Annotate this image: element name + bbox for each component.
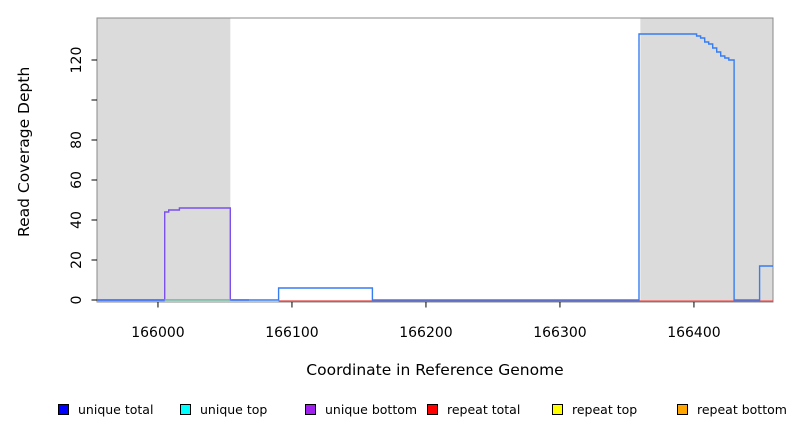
legend-label: repeat bottom — [697, 401, 787, 417]
x-axis-tick-label: 166400 — [667, 325, 720, 341]
legend-swatch-icon — [58, 403, 69, 415]
legend-swatch-icon — [427, 403, 438, 415]
y-axis-tick-label: 40 — [69, 211, 85, 229]
chart-legend: unique total unique top unique bottom repea… — [0, 401, 792, 421]
y-axis-tick-label: 80 — [69, 131, 85, 149]
legend-item-repeat-top: repeat top — [552, 401, 637, 417]
x-axis-tick-label: 166000 — [131, 325, 184, 341]
legend-item-unique-total: unique total — [58, 401, 153, 417]
y-axis-tick-label: 0 — [69, 296, 85, 305]
shaded-regions-layer — [97, 18, 773, 300]
legend-item-unique-bottom: unique bottom — [305, 401, 417, 417]
unique-total-line — [97, 33, 773, 301]
axes-layer: 166000 166100 166200 166300 166400 0 20 40 60 80 1… — [69, 47, 721, 341]
y-axis-tick-label: 60 — [69, 171, 85, 189]
masked-region-right — [640, 18, 773, 300]
legend-item-unique-top: unique top — [180, 401, 267, 417]
unique-bottom-line — [97, 207, 250, 301]
legend-item-repeat-bottom: repeat bottom — [677, 401, 787, 417]
legend-swatch-icon — [305, 403, 316, 415]
legend-swatch-icon — [677, 403, 688, 415]
legend-label: unique top — [200, 401, 268, 417]
masked-region-left — [97, 18, 231, 300]
x-axis-tick-label: 166200 — [399, 325, 452, 341]
legend-label: unique bottom — [325, 401, 418, 417]
y-axis-title: Read Coverage Depth — [15, 66, 33, 237]
legend-swatch-icon — [552, 403, 563, 415]
y-axis-tick-label: 20 — [69, 251, 85, 269]
legend-label: repeat total — [447, 401, 521, 417]
x-axis-title: Coordinate in Reference Genome — [306, 361, 564, 379]
y-axis-tick-label: 120 — [69, 47, 85, 74]
plot-frame — [96, 17, 774, 303]
series-lines-layer — [97, 33, 773, 302]
legend-label: unique total — [78, 401, 154, 417]
x-axis-tick-label: 166300 — [533, 325, 586, 341]
legend-item-repeat-total: repeat total — [427, 401, 520, 417]
x-axis-tick-label: 166100 — [265, 325, 318, 341]
legend-label: repeat top — [572, 401, 638, 417]
legend-swatch-icon — [180, 403, 191, 415]
